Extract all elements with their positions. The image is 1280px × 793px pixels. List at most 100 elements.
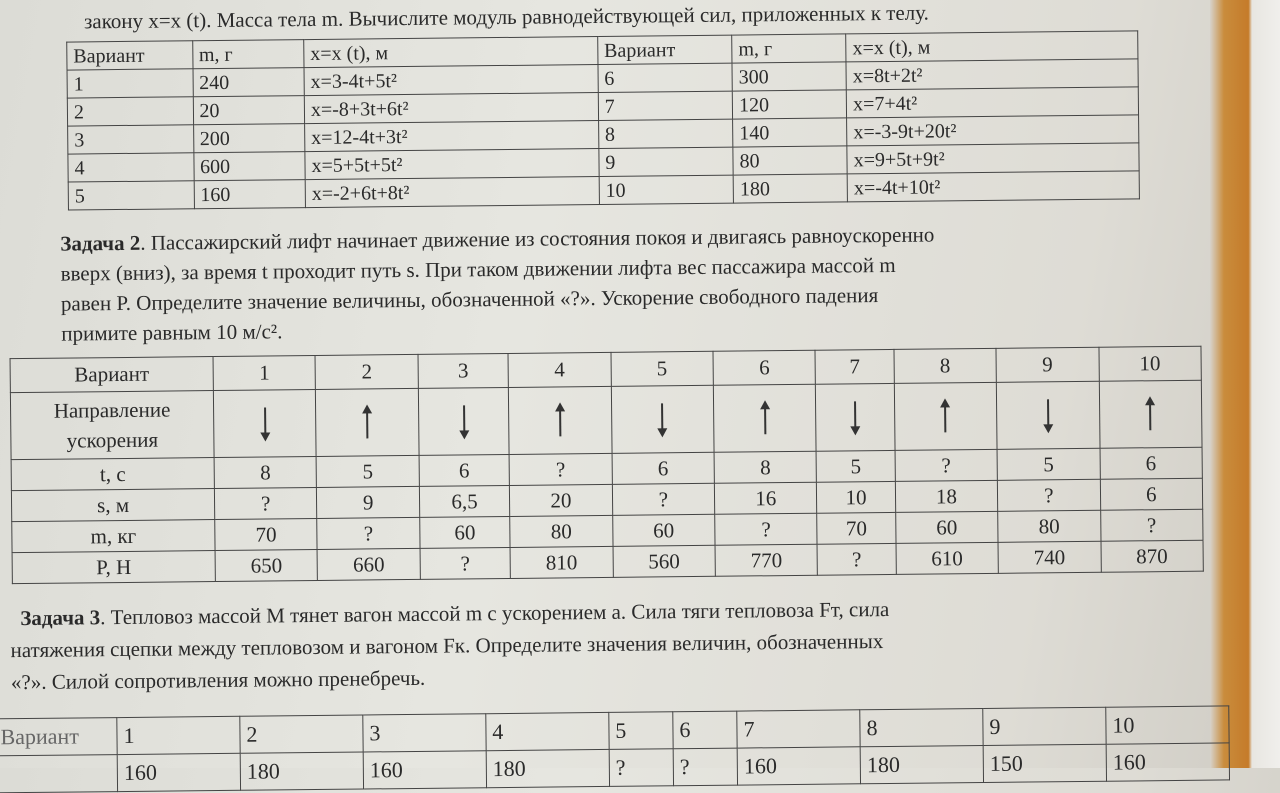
- arrow-down-icon: [459, 403, 469, 439]
- table-cell: 140: [732, 117, 848, 148]
- variant-number: 7: [736, 709, 861, 749]
- table-cell: 6: [1099, 447, 1203, 480]
- task3-line-1: Задача 3. Тепловоз массой M тянет вагон …: [20, 597, 889, 630]
- table-cell: x=-4t+10t²: [847, 170, 1140, 202]
- task2-label: Задача 2: [60, 230, 141, 256]
- variant-number: 5: [608, 711, 674, 750]
- table-cell: 16: [714, 482, 818, 515]
- table-cell: 160: [117, 753, 241, 792]
- table-cell: 60: [612, 514, 716, 547]
- row-header: Вариант: [10, 356, 214, 393]
- table-cell: 740: [998, 541, 1101, 574]
- column-header: x=x (t), м: [303, 36, 598, 68]
- table-cell: x=5+5t+5t²: [304, 148, 599, 180]
- table-cell: 5: [816, 450, 896, 483]
- table-cell: ?: [509, 453, 612, 486]
- row-header: m, кг: [11, 519, 216, 553]
- table-cell: 5: [316, 455, 420, 488]
- table-cell: 560: [612, 545, 716, 578]
- column-header: m, г: [731, 33, 847, 64]
- direction-cell: [508, 386, 612, 455]
- table-cell: 610: [895, 542, 999, 575]
- table-cell: ?: [714, 513, 818, 546]
- table-cell: ?: [673, 748, 738, 786]
- table-cell: 870: [1100, 540, 1204, 573]
- table-cell: 60: [419, 516, 511, 549]
- task3-line-3: «?». Силой сопротивления можно пренебреч…: [10, 665, 426, 695]
- direction-cell: [213, 389, 317, 458]
- table-cell: ?: [214, 487, 318, 520]
- table-cell: 2: [67, 96, 194, 127]
- arrow-down-icon: [657, 401, 667, 437]
- task2-line-1: Задача 2. Пассажирский лифт начинает дви…: [60, 222, 934, 255]
- table-cell: ?: [997, 479, 1101, 512]
- table-cell: 8: [714, 451, 817, 484]
- task3-line-2: натяжения сцепки между тепловозом и ваго…: [10, 629, 884, 663]
- table-2: Вариант 1 2 3 4 5 6 7 8 9 10 Направление ускорения t…: [10, 346, 1204, 584]
- variant-number: 4: [485, 712, 609, 751]
- table-cell: 18: [895, 480, 998, 513]
- task2-line-2: вверх (вниз), за время t проходит путь s…: [60, 252, 896, 286]
- variant-number: 1: [116, 716, 241, 755]
- task3-text: . Тепловоз массой M тянет вагон массой m…: [100, 596, 890, 630]
- variant-number: 9: [982, 707, 1107, 746]
- table-cell: 8: [214, 456, 317, 489]
- table-cell: x=3-4t+5t²: [303, 64, 599, 96]
- table-cell: 4: [67, 152, 194, 183]
- variant-number: 1: [213, 355, 316, 391]
- table-cell: x=-8+3t+6t²: [304, 92, 599, 124]
- column-header: m, г: [192, 39, 304, 69]
- direction-cell: [894, 382, 998, 451]
- table-cell: x=12-4t+3t²: [304, 120, 599, 152]
- table-cell: x=-2+6t+8t²: [305, 176, 600, 208]
- table-cell: 600: [193, 151, 306, 181]
- variant-number: 4: [508, 352, 611, 388]
- row-header: s, м: [11, 488, 215, 522]
- intro-line: закону x=x (t). Масса тела m. Вычислите …: [83, 0, 929, 34]
- row-header: [0, 754, 118, 793]
- table-cell: x=-3-9t+20t²: [846, 114, 1139, 146]
- table-cell: 240: [192, 67, 305, 97]
- column-header: Вариант: [66, 40, 193, 71]
- table-cell: 10: [816, 481, 896, 514]
- variant-number: 6: [713, 350, 816, 386]
- column-header: Вариант: [597, 35, 733, 65]
- variant-number: 3: [362, 713, 487, 753]
- table-cell: 180: [733, 173, 848, 204]
- table-cell: 6: [1099, 478, 1203, 511]
- column-header: x=x (t), м: [845, 30, 1138, 62]
- table-cell: 660: [317, 548, 421, 581]
- variant-number: 7: [815, 349, 895, 385]
- direction-cell: [996, 381, 1100, 450]
- table-cell: x=9+5t+9t²: [847, 142, 1140, 174]
- direction-cell: [610, 385, 715, 454]
- arrow-down-icon: [260, 405, 270, 441]
- table-cell: 6,5: [419, 485, 510, 518]
- table-cell: 160: [363, 750, 487, 789]
- table-cell: 5: [997, 448, 1100, 481]
- direction-cell: [1098, 380, 1203, 449]
- row-header: t, с: [11, 457, 215, 491]
- arrow-up-icon: [362, 404, 372, 440]
- table-3: Вариант 1 2 3 4 5 6 7 8 9 10 160 180 160 180?? 160 180 15…: [0, 705, 1230, 793]
- table-cell: 160: [1106, 742, 1230, 782]
- desk-edge: [1210, 0, 1280, 768]
- variant-number: 10: [1105, 705, 1230, 745]
- table-cell: 80: [997, 510, 1101, 543]
- variant-number: 5: [610, 351, 714, 387]
- table-cell: 9: [598, 147, 734, 177]
- table-cell: 120: [732, 89, 847, 120]
- task2-line-3: равен P. Определите значение величины, о…: [60, 283, 879, 316]
- table-cell: x=8t+2t²: [846, 58, 1139, 90]
- table-cell: ?: [817, 543, 897, 576]
- arrow-up-icon: [555, 402, 565, 438]
- variant-number: 10: [1098, 346, 1202, 382]
- table-cell: 70: [817, 512, 896, 545]
- table-cell: 650: [215, 549, 318, 582]
- arrow-down-icon: [1043, 397, 1053, 433]
- task2-text: . Пассажирский лифт начинает движение из…: [140, 222, 935, 255]
- direction-row: Направление ускорения: [10, 380, 1203, 460]
- table-cell: 810: [510, 546, 613, 579]
- table-cell: 80: [732, 145, 848, 176]
- task3-label: Задача 3: [20, 605, 101, 631]
